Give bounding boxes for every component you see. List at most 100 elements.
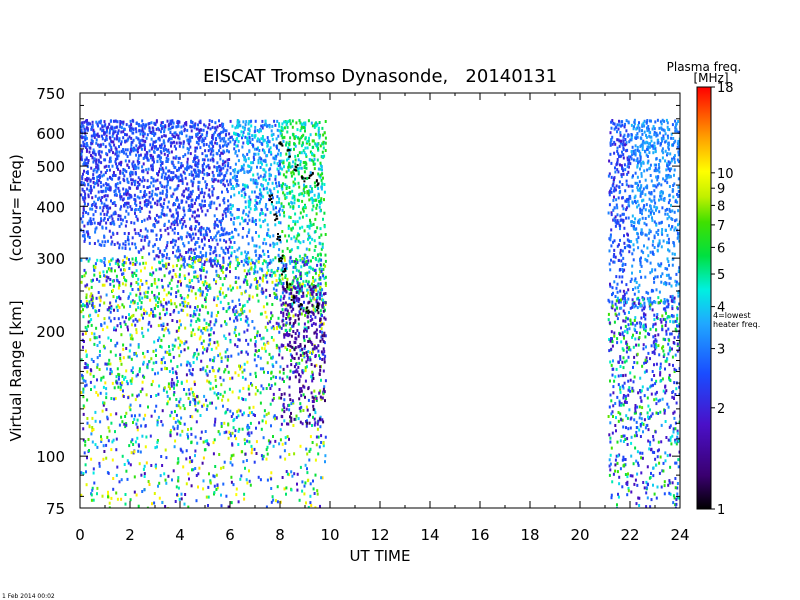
data-point <box>167 400 170 404</box>
data-point <box>89 178 92 182</box>
data-point <box>225 214 228 218</box>
data-point <box>191 182 194 186</box>
data-point <box>167 328 170 332</box>
data-point <box>152 271 155 275</box>
data-point <box>201 158 204 162</box>
data-point <box>318 136 321 140</box>
data-point <box>203 172 206 176</box>
data-point <box>197 401 200 405</box>
data-point <box>288 313 291 317</box>
data-point <box>191 391 194 394</box>
data-point <box>83 190 86 193</box>
data-point <box>112 131 115 135</box>
data-point <box>265 187 268 191</box>
data-point <box>315 399 318 402</box>
data-point <box>176 284 179 288</box>
data-point <box>292 160 295 164</box>
data-point <box>220 246 223 250</box>
data-point <box>274 296 276 300</box>
data-point <box>91 120 94 124</box>
data-point <box>166 394 169 398</box>
data-point <box>138 370 141 373</box>
data-point <box>91 416 94 420</box>
data-point <box>225 322 228 326</box>
data-point <box>175 211 178 215</box>
data-point <box>106 187 109 191</box>
data-point <box>174 227 176 231</box>
data-point <box>299 241 302 245</box>
data-point <box>261 135 264 138</box>
data-point <box>322 298 325 302</box>
data-point <box>147 242 150 246</box>
data-point <box>155 404 158 408</box>
data-point <box>233 306 235 310</box>
data-point <box>270 152 273 156</box>
data-point <box>247 384 250 388</box>
data-point <box>92 128 95 132</box>
data-point <box>240 130 243 134</box>
data-point <box>135 136 138 140</box>
data-point <box>131 288 134 291</box>
data-point <box>312 288 314 292</box>
data-point <box>281 442 284 446</box>
data-point <box>164 350 167 354</box>
data-point <box>125 152 128 156</box>
data-point <box>102 375 105 379</box>
data-point <box>138 233 141 237</box>
data-point <box>265 141 268 145</box>
data-point <box>194 232 197 236</box>
data-point <box>253 326 256 330</box>
data-point <box>234 267 237 270</box>
data-point <box>270 173 272 177</box>
data-point <box>120 126 123 130</box>
data-point <box>279 153 282 157</box>
data-point <box>224 251 227 255</box>
data-point <box>306 327 309 330</box>
data-point <box>153 278 156 281</box>
data-point <box>105 443 108 447</box>
data-point <box>255 147 258 151</box>
data-point <box>148 191 151 195</box>
data-point <box>226 187 228 191</box>
data-point <box>170 122 173 126</box>
data-point <box>281 408 284 412</box>
data-point <box>141 220 143 223</box>
data-point <box>251 238 254 242</box>
data-point <box>191 368 194 372</box>
data-point <box>166 149 169 153</box>
data-point <box>180 130 183 134</box>
data-point <box>268 125 271 129</box>
data-point <box>237 233 240 237</box>
data-point <box>150 121 153 125</box>
data-point <box>129 186 132 190</box>
data-point <box>171 141 174 145</box>
data-point <box>304 260 307 264</box>
data-point <box>100 323 103 327</box>
data-point <box>183 244 186 248</box>
data-point <box>168 370 171 373</box>
data-point <box>116 131 119 135</box>
data-point <box>155 187 157 191</box>
data-point <box>256 182 259 186</box>
data-point <box>237 122 239 126</box>
data-point <box>92 173 95 177</box>
data-point <box>301 358 304 362</box>
data-point <box>240 474 243 478</box>
data-point <box>215 273 218 277</box>
data-point <box>99 295 102 299</box>
data-point <box>275 211 278 215</box>
data-point <box>98 120 101 124</box>
data-point <box>133 193 136 197</box>
data-point <box>129 148 132 152</box>
data-point <box>165 188 168 192</box>
data-point <box>229 180 232 184</box>
data-point <box>182 258 185 262</box>
data-point <box>126 177 129 181</box>
data-point <box>182 170 185 174</box>
data-point <box>99 206 102 210</box>
data-point <box>126 325 129 329</box>
data-point <box>180 350 183 354</box>
data-point <box>90 219 93 223</box>
data-point <box>278 442 281 446</box>
data-point <box>196 161 199 165</box>
